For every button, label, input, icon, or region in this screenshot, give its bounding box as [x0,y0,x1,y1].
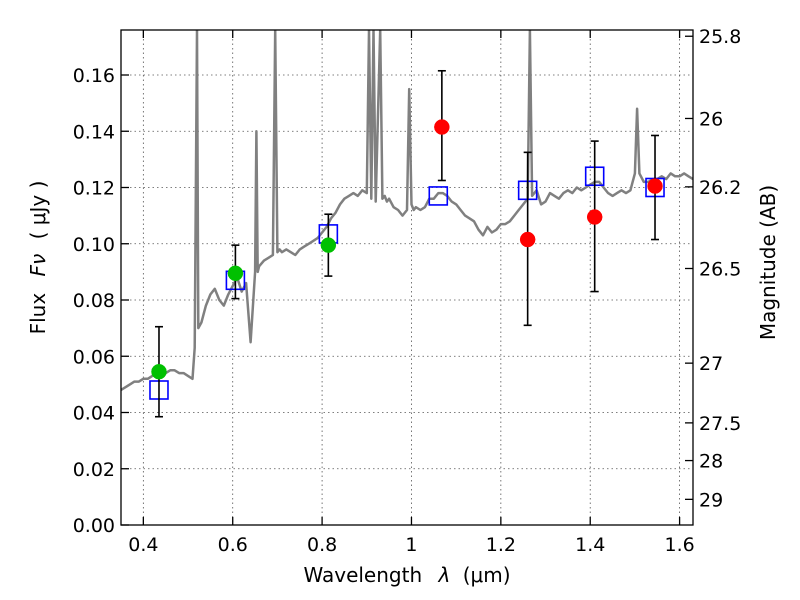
x-tick-label: 0.6 [218,534,248,556]
marker-layer [149,69,665,418]
x-tick-label: 1.2 [486,534,516,556]
y-axis-label-text: Flux [26,293,50,335]
x-axis-unit: (μm) [463,563,511,587]
measurement-point [586,209,603,225]
y-tick-label: 0.16 [73,65,115,87]
grid-layer [121,30,693,526]
x-axis-title: Wavelength λ (μm) [303,563,510,587]
right-tick-label: 26.5 [699,258,741,280]
measurement-point [434,119,450,135]
x-tick-label: 0.4 [128,534,158,556]
right-tick-label: 29 [699,489,723,511]
right-axis-title: Magnitude (AB) [756,185,780,340]
y-tick-label: 0.04 [73,403,115,425]
y-tick-label: 0.14 [73,121,115,143]
right-tick-label: 26 [699,108,723,130]
y-axis-unit: ( μJy ) [26,181,50,240]
measurement-point [647,178,663,194]
y-tick-label: 0.10 [73,234,115,256]
spectrum-layer [121,30,693,392]
x-tick-label: 1.4 [575,534,605,556]
model-photometry-square [428,186,449,206]
spectrum-line [121,30,693,392]
x-axis-symbol: λ [438,563,451,587]
x-axis-label-text: Wavelength [303,563,422,587]
x-tick-label: 1 [405,534,417,556]
y-tick-label: 0.02 [73,459,115,481]
tick-layer: 0.4 0.6 0.8 1 1.2 1.4 1.6 0.00 0.02 0.04 0.06 0.08 0… [73,26,742,556]
measurement-point [227,265,244,282]
measurement-point [151,363,167,380]
y-axis-title: Flux Fν ( μJy ) [26,181,50,335]
y-tick-label: 0.06 [73,346,115,368]
plot-frame [120,29,694,526]
y-tick-label: 0.12 [73,178,115,200]
right-tick-label: 27 [699,353,723,375]
right-tick-label: 28 [699,451,723,473]
right-tick-label: 25.8 [699,26,741,48]
x-tick-label: 1.6 [664,534,694,556]
y-tick-label: 0.08 [73,290,115,312]
y-tick-label: 0.00 [73,515,115,537]
x-tick-label: 0.8 [307,534,337,556]
measurement-point [519,231,536,248]
measurement-point [320,237,337,253]
right-tick-label: 27.5 [699,413,741,435]
right-tick-label: 26.2 [699,177,741,199]
y-axis-symbol: Fν [26,254,50,277]
